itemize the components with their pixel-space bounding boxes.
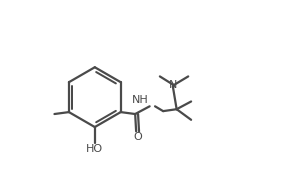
Text: O: O: [133, 132, 142, 142]
Text: N: N: [169, 80, 178, 90]
Text: HO: HO: [86, 144, 103, 154]
Text: NH: NH: [132, 95, 149, 105]
